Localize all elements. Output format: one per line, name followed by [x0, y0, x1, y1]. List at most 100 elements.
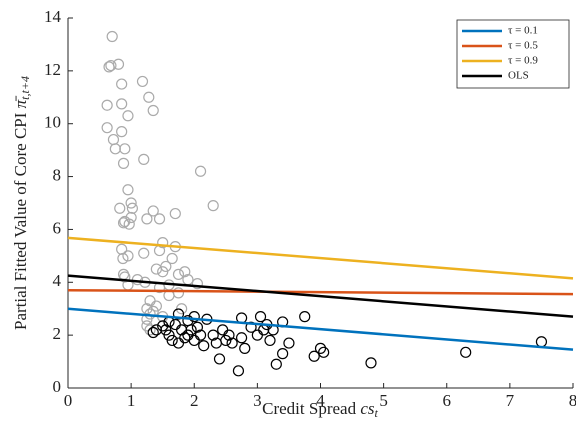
x-tick-label: 4 [316, 391, 325, 410]
x-label-text: Credit Spread [262, 399, 360, 418]
scatter-point [106, 30, 118, 43]
fit-line [67, 307, 574, 351]
scatter-point [116, 78, 128, 90]
scatter-point [150, 300, 162, 312]
x-tick-label: 7 [506, 391, 515, 410]
scatter-point [308, 350, 320, 362]
x-tick-label: 0 [64, 391, 73, 410]
scatter-point [119, 271, 131, 283]
y-tick-label: 12 [44, 60, 61, 79]
scatter-point [188, 311, 200, 323]
y-tick-label: 4 [53, 271, 62, 290]
y-tick-label: 0 [53, 377, 62, 396]
x-tick-label: 8 [569, 391, 576, 410]
y-label-sub: t,t+4 [18, 76, 32, 100]
scatter-point [172, 308, 185, 320]
x-tick-label: 5 [379, 391, 388, 410]
scatter-point [226, 337, 238, 349]
scatter-point [254, 311, 267, 323]
scatter-point [318, 346, 330, 358]
legend-label: OLS [508, 70, 529, 82]
scatter-point [207, 200, 219, 212]
scatter-point [141, 213, 153, 225]
scatter-point [251, 329, 263, 341]
scatter-point [147, 205, 159, 217]
scatter-point [122, 184, 134, 196]
scatter-point [264, 334, 276, 347]
scatter-point [143, 91, 155, 103]
scatter-point [116, 243, 128, 255]
scatter-point [198, 340, 210, 352]
legend-label: τ = 0.1 [508, 25, 538, 37]
legend-label: τ = 0.5 [508, 40, 538, 52]
y-tick-label: 14 [44, 7, 62, 26]
scatter-point [157, 237, 169, 249]
legend: τ = 0.1 τ = 0.5 τ = 0.9 OLS [456, 19, 570, 89]
scatter-point [117, 217, 130, 229]
x-axis-label: Credit Spread cst [262, 399, 378, 420]
scatter-point [138, 153, 150, 165]
scatter-point [131, 274, 144, 286]
scatter-point [150, 263, 162, 275]
scatter-point [166, 252, 178, 265]
scatter-point [147, 326, 159, 339]
scatter-point [535, 336, 548, 348]
scatter-point [119, 143, 131, 155]
scatter-point [109, 143, 121, 155]
x-label-var: cs [360, 399, 375, 418]
scatter-point [169, 207, 181, 220]
fit-line [67, 274, 574, 318]
y-label-text: Partial Fitted Value of Core CPI [11, 108, 30, 330]
scatter-point [460, 346, 472, 358]
x-tick-label: 6 [443, 391, 452, 410]
scatter-point [365, 357, 377, 369]
scatter-point [235, 332, 248, 344]
scatter-point [283, 337, 295, 349]
fit-line [67, 236, 574, 280]
x-tick-label: 3 [253, 391, 262, 410]
scatter-point [172, 287, 185, 299]
scatter-point [101, 122, 113, 134]
scatter-point [107, 133, 120, 146]
scatter-point [217, 324, 229, 336]
scatter-point [188, 334, 200, 347]
scatter-point [147, 104, 159, 117]
y-axis-label: Partial Fitted Value of Core CPI π̄t,t+4 [11, 76, 32, 330]
scatter-point [194, 165, 207, 177]
scatter-point [299, 311, 311, 323]
scatter-point [160, 260, 172, 273]
y-tick-label: 2 [53, 324, 62, 343]
scatter-point [232, 365, 245, 377]
scatter-point [116, 98, 128, 110]
scatter-point [157, 320, 169, 332]
scatter-point [126, 202, 138, 214]
scatter-point [185, 324, 197, 336]
scatter-point [153, 213, 166, 225]
y-tick-label: 10 [44, 113, 61, 132]
scatter-point [239, 342, 251, 354]
scatter-point [207, 329, 219, 341]
scatter-point [122, 250, 134, 262]
scatter-point [172, 268, 185, 280]
legend-label: τ = 0.9 [508, 55, 538, 67]
scatter-point [125, 197, 137, 209]
scatter-point [179, 266, 191, 278]
scatter-point [136, 75, 149, 88]
scatter-point [114, 202, 126, 214]
fit-line [67, 288, 574, 296]
scatter-point [194, 329, 207, 341]
scatter-point [141, 320, 153, 332]
x-label-sub: t [375, 406, 379, 420]
scatter-point [123, 218, 135, 230]
scatter-point [169, 318, 181, 331]
y-tick-label: 6 [53, 218, 62, 237]
scatter-point [191, 321, 204, 333]
scatter-point [245, 321, 257, 333]
scatter-point [117, 157, 130, 169]
scatter-point [270, 358, 282, 370]
scatter-point [101, 99, 113, 111]
scatter-point [144, 324, 156, 336]
scatter-point [112, 58, 125, 70]
